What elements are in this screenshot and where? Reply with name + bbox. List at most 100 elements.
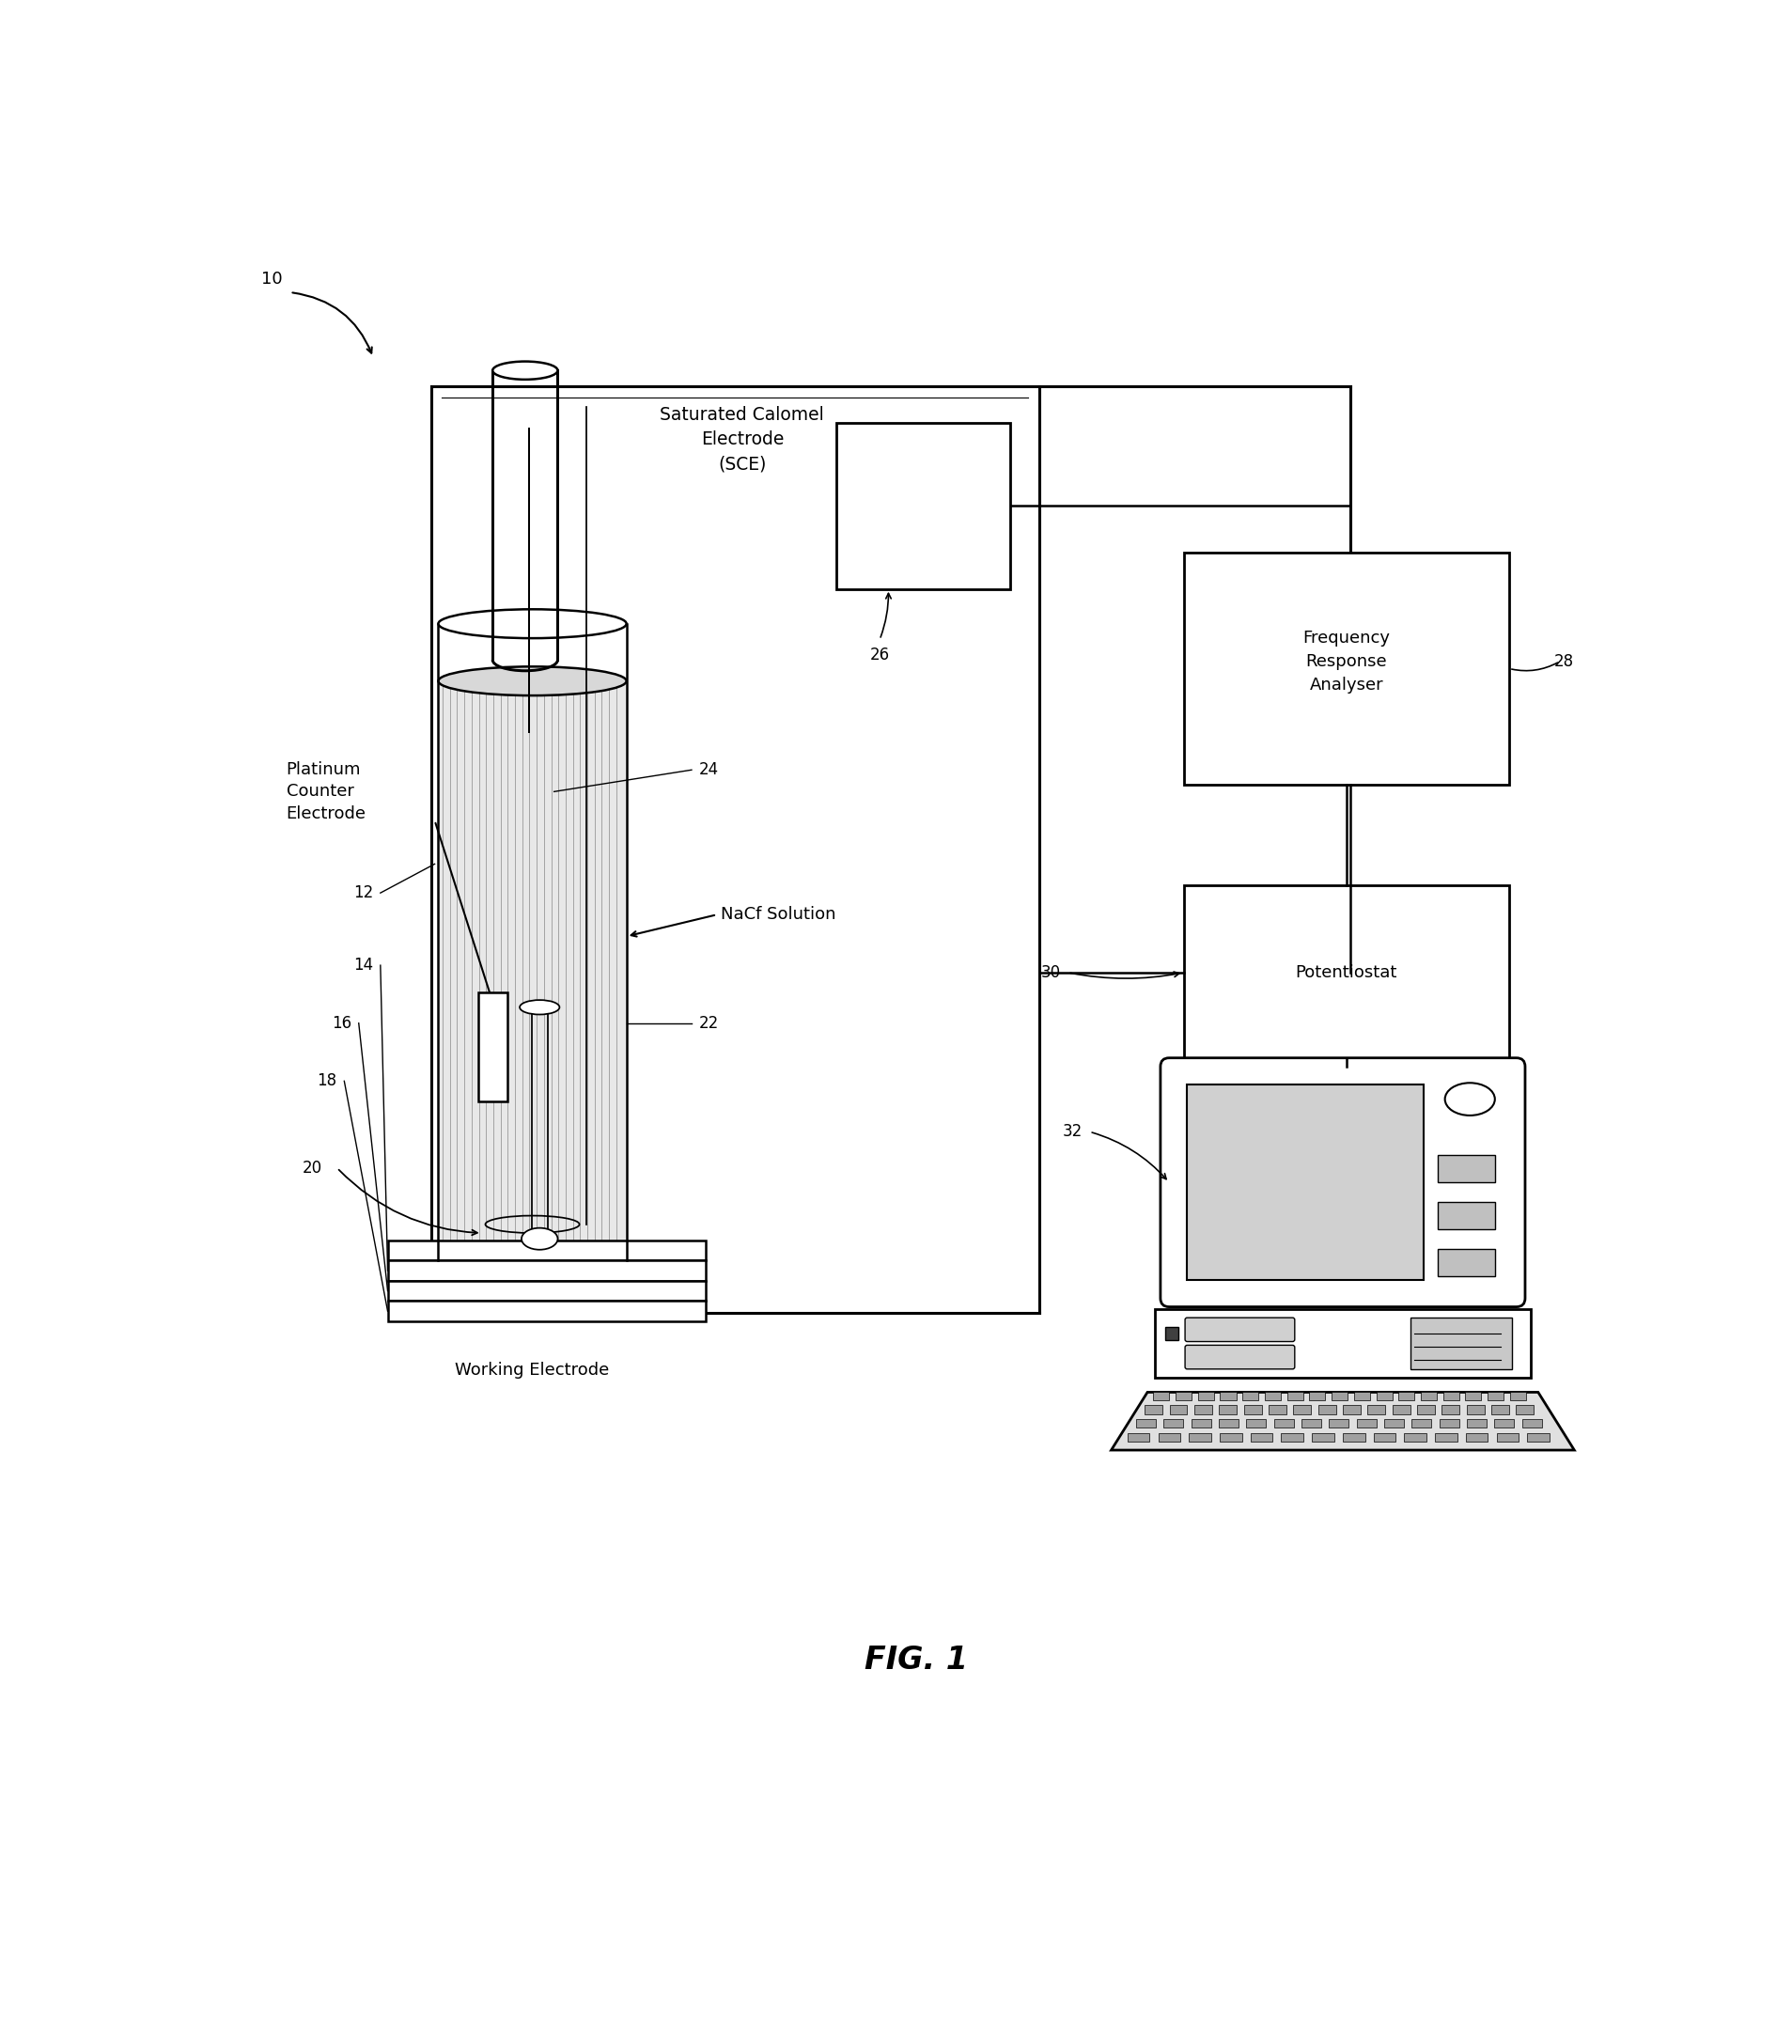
Bar — [1405, 1433, 1426, 1441]
Bar — [1357, 1419, 1376, 1427]
Bar — [1410, 1318, 1512, 1369]
Text: 20: 20 — [303, 1159, 323, 1177]
Text: 30: 30 — [1041, 965, 1061, 981]
Bar — [1154, 1308, 1530, 1378]
Bar — [1317, 1404, 1335, 1414]
Bar — [1392, 1404, 1410, 1414]
Bar — [1491, 1404, 1509, 1414]
Text: 32: 32 — [1063, 1124, 1082, 1141]
FancyBboxPatch shape — [478, 993, 507, 1102]
Bar — [1521, 1419, 1541, 1427]
Bar — [1176, 1392, 1192, 1400]
Text: 26: 26 — [869, 646, 889, 664]
Bar — [1437, 1249, 1495, 1275]
Bar — [1244, 1404, 1262, 1414]
Bar — [1170, 1404, 1188, 1414]
Bar — [1219, 1419, 1238, 1427]
Bar — [1495, 1419, 1514, 1427]
Bar — [1412, 1419, 1432, 1427]
Bar — [1183, 552, 1509, 785]
Bar — [387, 1282, 706, 1302]
Bar — [1487, 1392, 1503, 1400]
FancyBboxPatch shape — [1185, 1345, 1296, 1369]
Bar — [1466, 1392, 1482, 1400]
Polygon shape — [1111, 1392, 1575, 1449]
Bar — [1443, 1392, 1459, 1400]
Bar — [1437, 1155, 1495, 1181]
Text: 12: 12 — [353, 885, 373, 901]
Text: NaCf Solution: NaCf Solution — [720, 905, 835, 924]
Text: Saturated Calomel
Electrode
(SCE): Saturated Calomel Electrode (SCE) — [659, 405, 824, 474]
Bar — [1183, 885, 1509, 1059]
Bar — [1220, 1433, 1242, 1441]
Ellipse shape — [1444, 1083, 1495, 1116]
Bar — [1342, 1404, 1360, 1414]
Text: 16: 16 — [332, 1014, 351, 1032]
Text: 10: 10 — [262, 270, 283, 288]
Bar — [1274, 1419, 1294, 1427]
FancyBboxPatch shape — [1185, 1318, 1296, 1341]
Ellipse shape — [521, 1228, 557, 1249]
Bar — [1192, 1419, 1211, 1427]
Bar — [1197, 1392, 1213, 1400]
Bar — [1511, 1392, 1527, 1400]
Bar — [1188, 1085, 1423, 1280]
Bar — [1468, 1419, 1487, 1427]
Bar — [1373, 1433, 1396, 1441]
Text: Potentiostat: Potentiostat — [1296, 965, 1398, 981]
Bar — [1355, 1392, 1369, 1400]
Bar — [1145, 1404, 1163, 1414]
Bar — [1312, 1433, 1335, 1441]
Text: FIG. 1: FIG. 1 — [864, 1645, 968, 1676]
Bar — [1301, 1419, 1321, 1427]
Ellipse shape — [493, 362, 557, 380]
Text: 18: 18 — [317, 1073, 337, 1089]
Ellipse shape — [439, 609, 627, 638]
Text: 24: 24 — [699, 762, 719, 779]
Bar — [1435, 1433, 1457, 1441]
Ellipse shape — [439, 1247, 627, 1275]
Bar — [1443, 1404, 1460, 1414]
Bar — [1245, 1419, 1267, 1427]
Bar — [1439, 1419, 1459, 1427]
Bar — [1310, 1392, 1326, 1400]
Bar — [1287, 1392, 1303, 1400]
Text: Working Electrode: Working Electrode — [455, 1361, 609, 1380]
Bar — [1466, 1433, 1487, 1441]
Bar — [1527, 1433, 1550, 1441]
Bar — [1383, 1419, 1403, 1427]
Bar — [387, 1302, 706, 1320]
Bar — [1496, 1433, 1518, 1441]
Ellipse shape — [439, 666, 627, 695]
Bar — [1421, 1392, 1437, 1400]
Bar — [1294, 1404, 1312, 1414]
Ellipse shape — [520, 1000, 559, 1014]
Bar — [1193, 1404, 1211, 1414]
FancyBboxPatch shape — [1161, 1059, 1525, 1306]
Bar — [1330, 1419, 1349, 1427]
Bar — [1331, 1392, 1348, 1400]
Text: 22: 22 — [699, 1014, 719, 1032]
Bar — [1342, 1433, 1366, 1441]
Bar — [1417, 1404, 1435, 1414]
Bar — [1154, 1392, 1170, 1400]
Text: Platinum
Counter
Electrode: Platinum Counter Electrode — [287, 760, 366, 822]
Bar — [1516, 1404, 1534, 1414]
Bar — [387, 1241, 706, 1261]
Bar — [1242, 1392, 1258, 1400]
Bar — [387, 1261, 706, 1282]
Bar — [1220, 1392, 1236, 1400]
Bar — [1376, 1392, 1392, 1400]
Bar — [1165, 1327, 1179, 1341]
Bar — [1398, 1392, 1414, 1400]
Bar — [837, 423, 1011, 589]
Bar — [1265, 1392, 1281, 1400]
Bar — [1163, 1419, 1183, 1427]
Bar — [1281, 1433, 1303, 1441]
Bar — [1269, 1404, 1287, 1414]
Bar — [1158, 1433, 1181, 1441]
Bar — [1219, 1404, 1236, 1414]
Bar — [1127, 1433, 1150, 1441]
Bar — [439, 681, 627, 1261]
Bar — [1367, 1404, 1385, 1414]
